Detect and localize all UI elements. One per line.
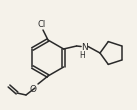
Text: H: H <box>80 51 85 60</box>
Text: N: N <box>81 42 88 51</box>
Text: Cl: Cl <box>38 20 46 29</box>
Text: O: O <box>30 85 37 94</box>
